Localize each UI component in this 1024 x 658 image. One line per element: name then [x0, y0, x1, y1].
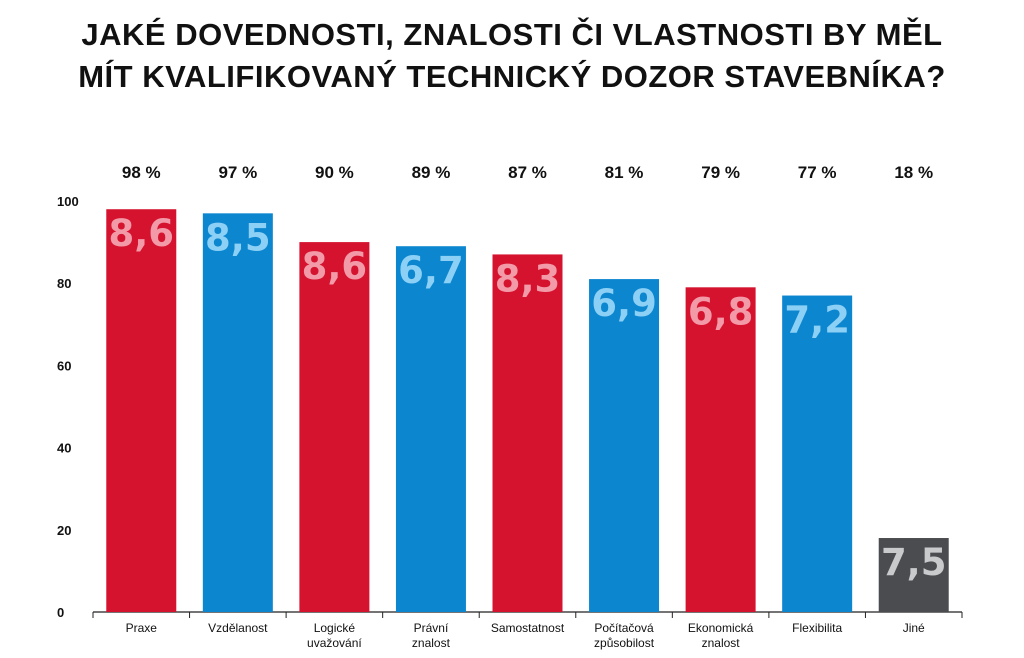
x-category-label: Počítačová [594, 621, 654, 635]
y-tick-label: 0 [57, 605, 64, 620]
chart-title: JAKÉ DOVEDNOSTI, ZNALOSTI ČI VLASTNOSTI … [0, 14, 1024, 98]
y-tick-label: 80 [57, 276, 71, 291]
bar-percent-label: 18 % [894, 163, 933, 182]
bar [395, 246, 466, 612]
bar [589, 279, 660, 612]
bar [685, 287, 756, 612]
bar-score-label: 8,5 [205, 216, 271, 259]
y-tick-label: 20 [57, 523, 71, 538]
x-category-label: Praxe [126, 621, 158, 635]
bar-score-label: 6,8 [688, 290, 754, 333]
y-tick-label: 100 [57, 194, 79, 209]
bar-percent-label: 89 % [412, 163, 451, 182]
x-category-label: uvažování [307, 636, 362, 650]
bar-percent-label: 90 % [315, 163, 354, 182]
x-category-label: znalost [412, 636, 451, 650]
bar-score-label: 7,2 [784, 299, 850, 342]
bar-score-label: 8,6 [109, 212, 175, 255]
x-category-label: způsobilost [594, 636, 655, 650]
x-category-label: Jiné [903, 621, 925, 635]
bar-score-label: 6,9 [591, 282, 657, 325]
bar-percent-label: 81 % [605, 163, 644, 182]
bar [878, 538, 949, 612]
bar-percent-label: 98 % [122, 163, 161, 182]
bar [492, 254, 563, 612]
y-tick-label: 40 [57, 441, 71, 456]
bar-percent-label: 77 % [798, 163, 837, 182]
bar-score-label: 6,7 [398, 249, 464, 292]
chart-title-line-2: MÍT KVALIFIKOVANÝ TECHNICKÝ DOZOR STAVEB… [78, 59, 946, 94]
x-category-label: znalost [702, 636, 741, 650]
bar-percent-label: 79 % [701, 163, 740, 182]
bar [782, 295, 853, 612]
x-category-label: Flexibilita [792, 621, 842, 635]
bar-score-label: 8,3 [495, 257, 561, 300]
bar [299, 242, 370, 612]
bar-percent-label: 97 % [218, 163, 257, 182]
bar [106, 209, 177, 612]
x-category-label: Právní [414, 621, 449, 635]
x-category-label: Vzdělanost [208, 621, 268, 635]
bar-percent-label: 87 % [508, 163, 547, 182]
x-category-label: Ekonomická [688, 621, 754, 635]
x-category-label: Samostatnost [491, 621, 565, 635]
x-category-label: Logické [314, 621, 356, 635]
bar-score-label: 7,5 [881, 541, 947, 584]
chart-bars: 8,6 98 % Praxe 8,5 97 % Vzdělanost 8,6 90 % Logi… [106, 163, 949, 650]
y-tick-label: 60 [57, 358, 71, 373]
chart-title-line-1: JAKÉ DOVEDNOSTI, ZNALOSTI ČI VLASTNOSTI … [81, 17, 943, 52]
bar-score-label: 8,6 [302, 245, 368, 288]
bar [202, 213, 273, 612]
